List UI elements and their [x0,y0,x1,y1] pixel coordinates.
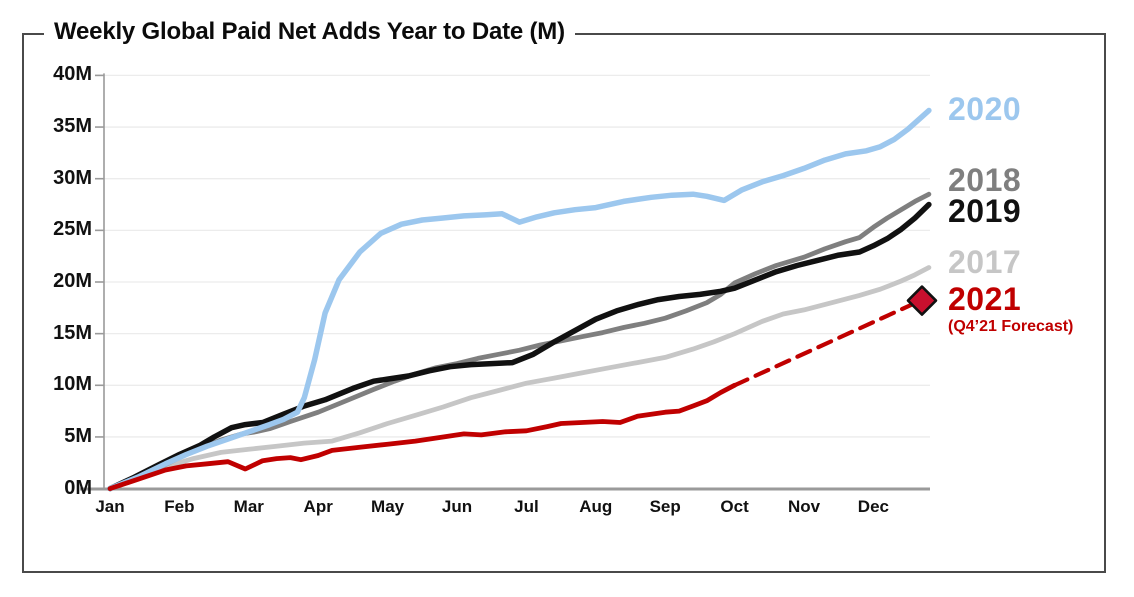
series-line-2018 [107,191,932,492]
series-line-2020 [107,107,932,492]
x-tick-label: Sep [649,497,681,516]
y-tick-label: 25M [53,218,92,241]
y-tick-label: 15M [53,321,92,344]
series-line-2021 [107,382,737,492]
x-tick-label: Mar [233,497,264,516]
legend-label-2020: 2020 [948,91,1022,127]
chart-title: Weekly Global Paid Net Adds Year to Date… [44,18,575,46]
legend-label-2017: 2017 [948,244,1022,280]
y-tick-label: 35M [53,115,92,138]
x-tick-label: May [371,497,405,516]
y-tick-label: 0M [64,476,92,499]
x-tick-label: Aug [579,497,613,516]
legend-label-2021: 2021 [948,281,1022,317]
series-line-2019 [107,201,932,492]
x-tick-label: Nov [787,497,821,516]
x-tick-label: Oct [720,497,749,516]
y-tick-label: 5M [64,424,92,447]
legend-sublabel-forecast: (Q4’21 Forecast) [948,318,1074,335]
x-tick-label: Apr [303,497,333,516]
series-line-2017 [107,265,932,492]
series-line-2021-forecast [732,298,923,388]
legend-label-2018: 2018 [948,162,1022,198]
y-tick-label: 30M [53,166,92,189]
legend-label-2019: 2019 [948,193,1022,229]
x-tick-label: Jul [514,497,539,516]
y-tick-label: 40M [53,63,92,86]
x-tick-label: Jun [441,497,473,516]
y-tick-label: 20M [53,270,92,292]
forecast-diamond-marker [906,285,938,316]
x-tick-label: Jan [95,497,125,516]
y-tick-label: 10M [53,373,92,396]
x-tick-label: Dec [857,497,889,516]
x-tick-label: Feb [164,497,195,516]
